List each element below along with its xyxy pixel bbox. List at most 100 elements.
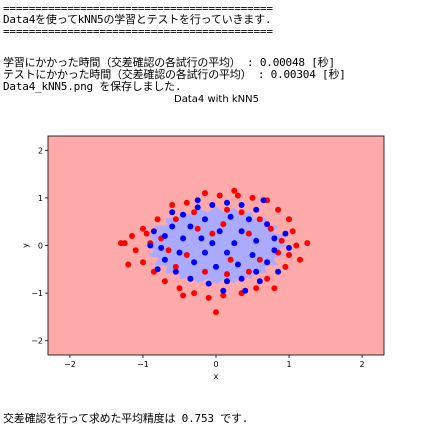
blue-point-2 <box>238 202 245 208</box>
red-point-7 <box>169 202 176 208</box>
blue-point-42 <box>220 287 227 294</box>
blue-point-11 <box>187 275 194 282</box>
red-point-45 <box>220 221 227 228</box>
blue-point-17 <box>271 247 278 254</box>
y-tick-label-0: −2 <box>31 337 43 346</box>
red-point-19 <box>220 292 227 299</box>
x-axis-label: x <box>214 372 219 381</box>
blue-point-40 <box>282 230 289 237</box>
blue-point-36 <box>231 240 238 247</box>
red-point-46 <box>245 230 252 237</box>
blue-point-31 <box>238 228 245 235</box>
blue-point-41 <box>150 228 157 235</box>
chart-title: Data4 with kNN5 <box>174 94 259 105</box>
y-axis-label: y <box>21 243 30 248</box>
blue-point-30 <box>253 237 260 244</box>
blue-point-39 <box>169 209 176 216</box>
x-tick-label-1: −1 <box>137 360 149 369</box>
red-point-10 <box>286 216 292 223</box>
blue-point-13 <box>224 278 230 285</box>
blue-point-8 <box>158 244 165 251</box>
blue-point-33 <box>198 235 205 242</box>
decision-region-inner <box>144 206 288 285</box>
blue-point-27 <box>213 263 219 270</box>
x-tick-label-3: 1 <box>286 360 291 369</box>
y-tick-label-3: 1 <box>38 194 43 203</box>
red-point-9 <box>275 206 282 213</box>
red-point-49 <box>227 256 234 263</box>
console-line-saved: Data4_kNN5.png を保存しました. <box>3 80 182 93</box>
console-line-train-time: 学習にかかった時間（交差確認の各試行の平均） : 0.00048 [秒] <box>3 56 335 69</box>
red-point-13 <box>304 240 311 247</box>
blue-point-21 <box>227 213 234 220</box>
red-point-44 <box>194 225 201 232</box>
blue-point-14 <box>238 275 245 282</box>
blue-point-34 <box>202 249 208 256</box>
blue-point-47 <box>275 268 282 275</box>
console-line-intro: Data4を使ってkNN5の学習とテストを行っていきます. <box>3 13 272 26</box>
blue-point-12 <box>205 280 212 287</box>
y-tick-label-4: 2 <box>38 146 43 155</box>
scatter-plot: −2 −1 0 1 2 −2 −1 0 1 2 x y <box>21 135 385 381</box>
red-point-1 <box>216 192 223 199</box>
blue-point-38 <box>256 278 263 285</box>
red-point-57 <box>297 256 303 263</box>
red-point-2 <box>202 190 208 197</box>
red-point-26 <box>132 247 139 254</box>
red-point-51 <box>165 247 172 254</box>
red-point-59 <box>278 237 285 244</box>
blue-point-32 <box>216 228 223 235</box>
red-point-16 <box>264 275 271 282</box>
red-point-35 <box>202 268 208 275</box>
red-point-33 <box>172 263 179 270</box>
red-point-43 <box>172 216 179 223</box>
red-point-40 <box>256 216 263 223</box>
blue-point-44 <box>154 266 161 273</box>
blue-point-4 <box>194 204 201 211</box>
x-tick-label-2: 0 <box>213 360 218 369</box>
red-point-54 <box>224 206 230 213</box>
blue-point-16 <box>264 259 271 266</box>
blue-point-20 <box>245 216 252 223</box>
red-point-3 <box>234 192 241 199</box>
blue-point-15 <box>253 268 260 275</box>
blue-point-7 <box>161 233 168 239</box>
red-point-15 <box>282 263 289 270</box>
x-tick-label-4: 2 <box>360 360 365 369</box>
red-point-55 <box>180 292 187 299</box>
blue-point-24 <box>180 235 187 242</box>
console-separator-bottom: ========================================… <box>3 25 273 38</box>
console-line-test-time: テストにかかった時間（交差確認の各試行の平均） : 0.00304 [秒] <box>3 68 346 81</box>
blue-point-37 <box>209 240 216 247</box>
blue-point-46 <box>194 197 201 204</box>
data-points <box>118 187 311 316</box>
blue-point-9 <box>161 256 168 263</box>
red-point-21 <box>191 290 198 297</box>
red-point-58 <box>125 261 132 268</box>
red-point-52 <box>213 309 219 316</box>
red-point-25 <box>140 259 146 266</box>
x-axis-ticks: −2 −1 0 1 2 <box>64 355 365 369</box>
red-point-8 <box>154 216 161 223</box>
blue-point-28 <box>234 261 241 268</box>
red-point-12 <box>293 242 300 249</box>
red-point-48 <box>183 252 190 258</box>
red-point-28 <box>140 225 146 232</box>
red-point-38 <box>256 256 263 263</box>
blue-point-1 <box>224 199 230 206</box>
red-point-31 <box>143 230 150 237</box>
red-point-41 <box>238 209 245 216</box>
blue-point-3 <box>253 206 260 213</box>
blue-point-45 <box>242 287 249 294</box>
blue-point-43 <box>260 197 267 204</box>
red-point-23 <box>161 278 168 285</box>
console-separator-top: ========================================… <box>3 2 273 15</box>
x-tick-label-0: −2 <box>64 360 76 369</box>
red-point-56 <box>271 285 278 292</box>
blue-point-19 <box>264 221 271 228</box>
red-point-37 <box>245 268 252 275</box>
blue-point-26 <box>191 259 198 266</box>
blue-point-18 <box>271 235 278 242</box>
blue-point-35 <box>224 249 230 256</box>
y-tick-label-1: −1 <box>31 289 43 298</box>
